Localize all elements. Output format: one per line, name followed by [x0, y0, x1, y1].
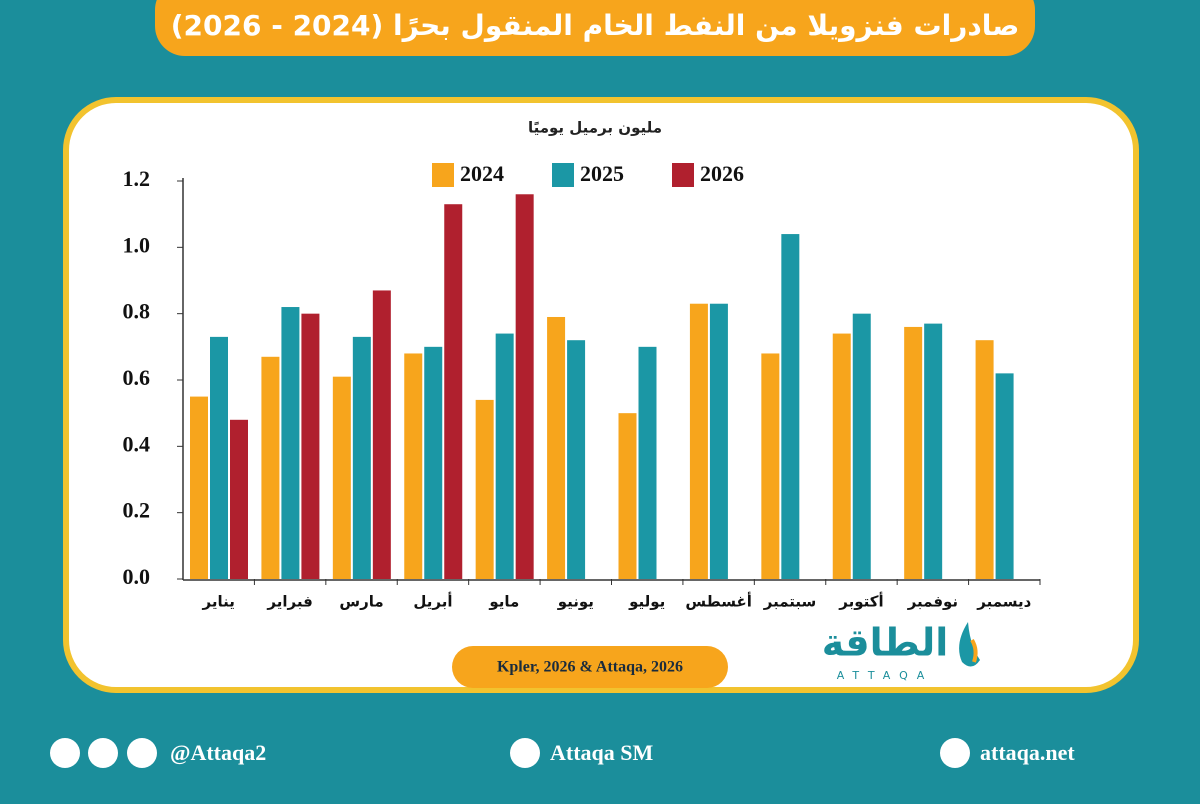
chart-title: صادرات فنزويلا من النفط الخام المنقول بح…: [171, 9, 1020, 42]
bar: [352, 336, 371, 579]
logo-text: الطاقة: [822, 621, 949, 665]
bar: [372, 290, 391, 579]
bar: [190, 396, 208, 579]
bar: [230, 419, 248, 579]
bar: [924, 323, 943, 579]
x-tick-label: يناير: [202, 593, 235, 611]
logo-latin: ATTAQA: [837, 669, 934, 682]
x-tick-label: ديسمبر: [976, 593, 1031, 611]
x-tick-label: أكتوبر: [838, 592, 883, 611]
bar: [495, 333, 514, 579]
y-tick-label: 1.2: [123, 166, 151, 191]
title-box: [155, 0, 1035, 56]
bar: [475, 399, 494, 579]
x-tick-label: فبراير: [266, 593, 312, 611]
legend-label: 2026: [700, 161, 744, 186]
bar: [852, 313, 871, 579]
x-tick-label: مايو: [488, 593, 519, 611]
y-tick-label: 0.8: [123, 299, 151, 324]
bar: [689, 303, 708, 579]
legend-label: 2024: [460, 161, 504, 186]
bar: [567, 340, 586, 579]
bar: [547, 316, 566, 579]
source: Kpler, 2026 & Attaqa, 2026: [497, 659, 683, 676]
bar: [975, 340, 994, 579]
x-tick-label: أغسطس: [685, 592, 751, 611]
source-box: [452, 646, 728, 688]
bar: [638, 346, 657, 579]
bar: [404, 353, 423, 579]
website: attaqa.net: [980, 740, 1075, 765]
bar: [618, 413, 637, 579]
y-tick-label: 0.6: [123, 365, 151, 390]
x-tick-label: أبريل: [413, 592, 452, 611]
instagram-icon: [88, 738, 118, 768]
youtube-icon: [510, 738, 540, 768]
bar: [444, 204, 463, 579]
youtube-handle: Attaqa SM: [550, 740, 654, 765]
bar: [301, 313, 320, 579]
y-tick-label: 1.0: [123, 232, 151, 257]
logo: الطاقة ATTAQA: [822, 621, 980, 682]
bar: [424, 346, 443, 579]
x-tick-label: يوليو: [628, 593, 665, 611]
x-tick-label: يونيو: [557, 593, 594, 611]
bar: [995, 373, 1014, 579]
bar: [904, 326, 923, 579]
y-tick-label: 0.0: [123, 564, 151, 589]
footer: @Attaqa2 Attaqa SM attaqa.net: [50, 738, 1075, 768]
x-tick-label: نوفمبر: [907, 593, 958, 611]
twitter-handle: @Attaqa2: [170, 740, 266, 765]
y-axis-title: مليون برميل يوميًا: [528, 119, 662, 137]
x-icon: [50, 738, 80, 768]
bar: [761, 353, 780, 579]
legend-label: 2025: [580, 161, 624, 186]
logo-icon: [970, 638, 978, 663]
legend-swatch: [672, 163, 694, 187]
facebook-icon: [127, 738, 157, 768]
y-tick-label: 0.4: [123, 431, 151, 456]
bar: [261, 356, 280, 579]
x-tick-label: مارس: [339, 593, 383, 611]
web-icon: [940, 738, 970, 768]
x-tick-label: سبتمبر: [763, 593, 817, 611]
y-tick-label: 0.2: [123, 498, 151, 523]
bar: [515, 194, 534, 579]
bar: [832, 333, 851, 579]
bar: [332, 376, 351, 579]
legend-swatch: [432, 163, 454, 187]
bar: [781, 234, 800, 580]
bar: [709, 303, 728, 579]
bar: [210, 336, 228, 579]
legend-swatch: [552, 163, 574, 187]
bar: [281, 307, 300, 579]
